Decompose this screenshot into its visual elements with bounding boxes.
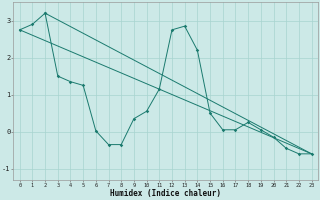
X-axis label: Humidex (Indice chaleur): Humidex (Indice chaleur) xyxy=(110,189,221,198)
